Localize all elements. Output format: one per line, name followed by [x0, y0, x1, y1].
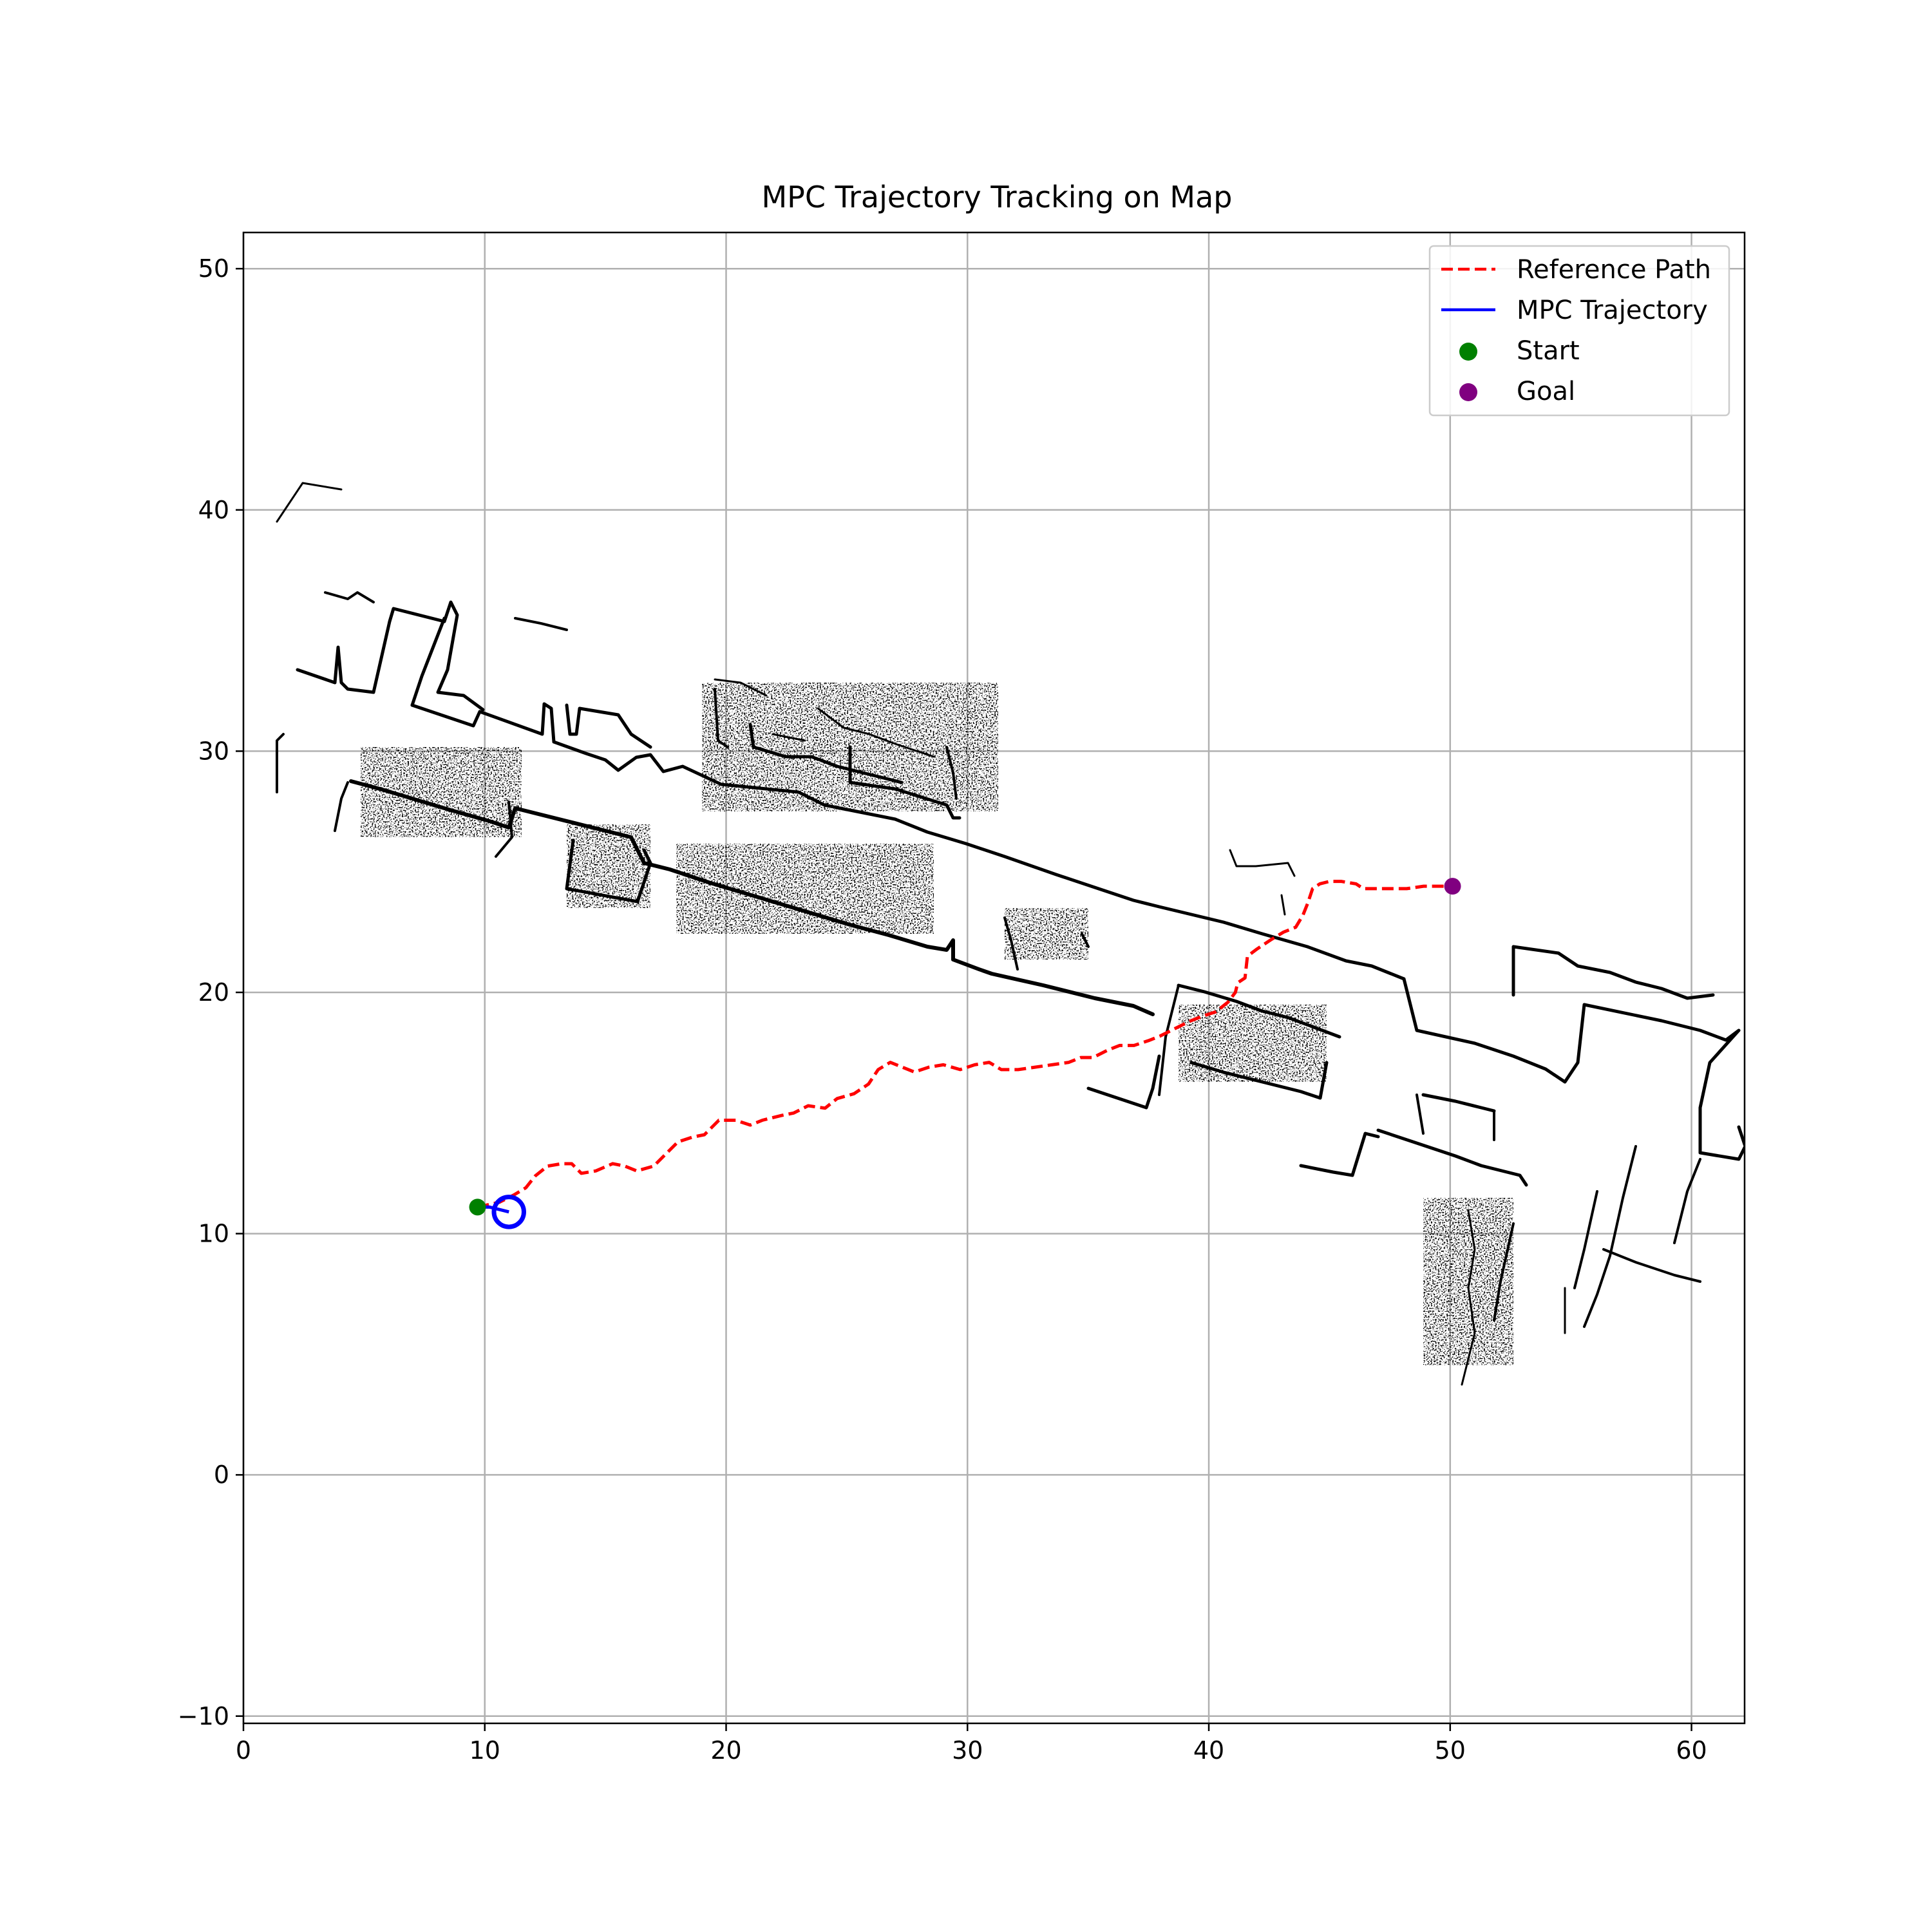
map-wall	[1511, 945, 1715, 1000]
map-clutter-patch	[702, 683, 998, 811]
y-tick-label: 10	[198, 1220, 229, 1248]
legend: Reference Path MPC Trajectory Start Goal	[1428, 245, 1730, 417]
map-clutter-patch	[676, 844, 934, 934]
map-clutter-patch	[567, 824, 650, 908]
x-tick-label: 10	[469, 1736, 500, 1765]
goal-marker	[1444, 878, 1461, 895]
map-clutter-patch	[1005, 908, 1088, 960]
legend-label-reference-path: Reference Path	[1517, 255, 1711, 285]
map-wall	[1376, 1128, 1528, 1187]
x-tick-label: 60	[1676, 1736, 1707, 1765]
y-axis: −10 0 10 20 30 40 50	[178, 254, 243, 1730]
y-tick-label: 40	[198, 496, 229, 524]
axes-frame	[242, 231, 1746, 1725]
y-tick-label: 50	[198, 254, 229, 283]
x-tick-label: 0	[236, 1736, 251, 1765]
map-wall	[514, 617, 568, 631]
map-wall	[1229, 849, 1296, 877]
map-wall	[410, 616, 446, 707]
map-wall	[1573, 1190, 1598, 1289]
map-wall	[324, 591, 375, 603]
x-axis: 0 10 20 30 40 50 60	[236, 1723, 1707, 1765]
map-wall	[1086, 1054, 1161, 1110]
legend-box	[1428, 245, 1730, 417]
occupancy-map	[276, 482, 1745, 1386]
legend-label-mpc-trajectory: MPC Trajectory	[1517, 296, 1708, 325]
chart-title: MPC Trajectory Tracking on Map	[761, 180, 1232, 214]
y-tick-label: 20	[198, 978, 229, 1007]
map-clutter	[361, 683, 1513, 1365]
map-wall	[1280, 894, 1286, 916]
x-tick-label: 20	[710, 1736, 741, 1765]
y-tick-label: −10	[178, 1702, 229, 1730]
map-wall	[334, 781, 349, 832]
map-wall	[1402, 977, 1745, 1161]
legend-marker-start	[1459, 343, 1477, 361]
start-marker	[469, 1198, 486, 1216]
map-wall	[1673, 1158, 1701, 1244]
map-clutter-patch	[361, 747, 522, 837]
legend-label-goal: Goal	[1517, 377, 1575, 406]
x-tick-label: 50	[1435, 1736, 1466, 1765]
map-wall	[1158, 984, 1180, 1096]
plot-data	[469, 878, 1461, 1229]
map-clutter-patch	[1179, 1005, 1327, 1082]
map-wall	[1583, 1145, 1637, 1328]
x-tick-label: 30	[952, 1736, 983, 1765]
legend-label-start: Start	[1517, 336, 1580, 366]
map-clutter-patch	[1423, 1198, 1513, 1365]
y-tick-label: 30	[198, 737, 229, 765]
map-wall	[276, 482, 343, 523]
map-wall	[276, 733, 285, 793]
map-wall	[565, 703, 652, 749]
y-tick-label: 0	[214, 1461, 229, 1489]
map-wall	[1421, 1093, 1496, 1113]
map-wall	[1416, 1094, 1425, 1135]
robot-footprint	[491, 1195, 526, 1229]
map-wall	[296, 600, 485, 712]
legend-marker-goal	[1459, 383, 1477, 401]
map-wall	[1602, 1248, 1701, 1283]
map-wall	[1299, 1132, 1380, 1177]
x-tick-label: 40	[1193, 1736, 1224, 1765]
reference-path-line	[477, 880, 1453, 1209]
